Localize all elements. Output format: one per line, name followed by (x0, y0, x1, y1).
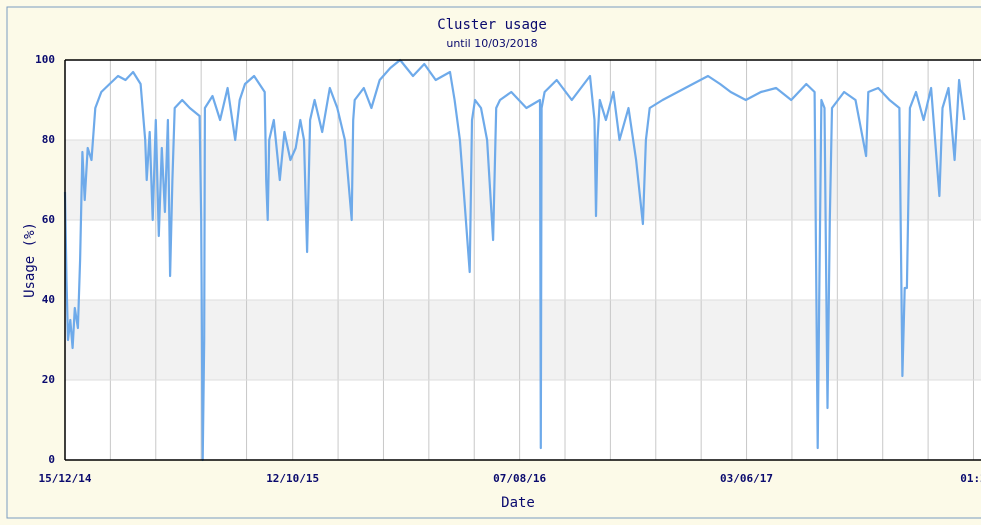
chart-title: Cluster usage (437, 17, 547, 33)
plot-area: 15/12/14 12/10/15 07/08/16 03/06/17 01:2 0 20 4… (35, 53, 981, 485)
y-tick-label: 100 (35, 53, 55, 66)
data-line (63, 58, 966, 462)
x-tick-label: 03/06/17 (720, 472, 773, 485)
x-tick-label: 12/10/15 (266, 472, 319, 485)
x-tick-label: 07/08/16 (493, 472, 546, 485)
y-tick-label: 80 (42, 133, 55, 146)
y-tick-label: 0 (48, 453, 55, 466)
frame (6, 6, 981, 519)
chart-subtitle: until 10/03/2018 (446, 37, 537, 50)
y-tick-label: 40 (42, 293, 55, 306)
x-axis-label: Date (501, 495, 535, 511)
x-tick-label: 01:2 (960, 472, 981, 485)
y-tick-label: 20 (42, 373, 55, 386)
y-tick-label: 60 (42, 213, 55, 226)
grid-band (65, 140, 981, 220)
y-axis-label: Usage (%) (22, 222, 38, 298)
x-tick-label: 15/12/14 (39, 472, 92, 485)
